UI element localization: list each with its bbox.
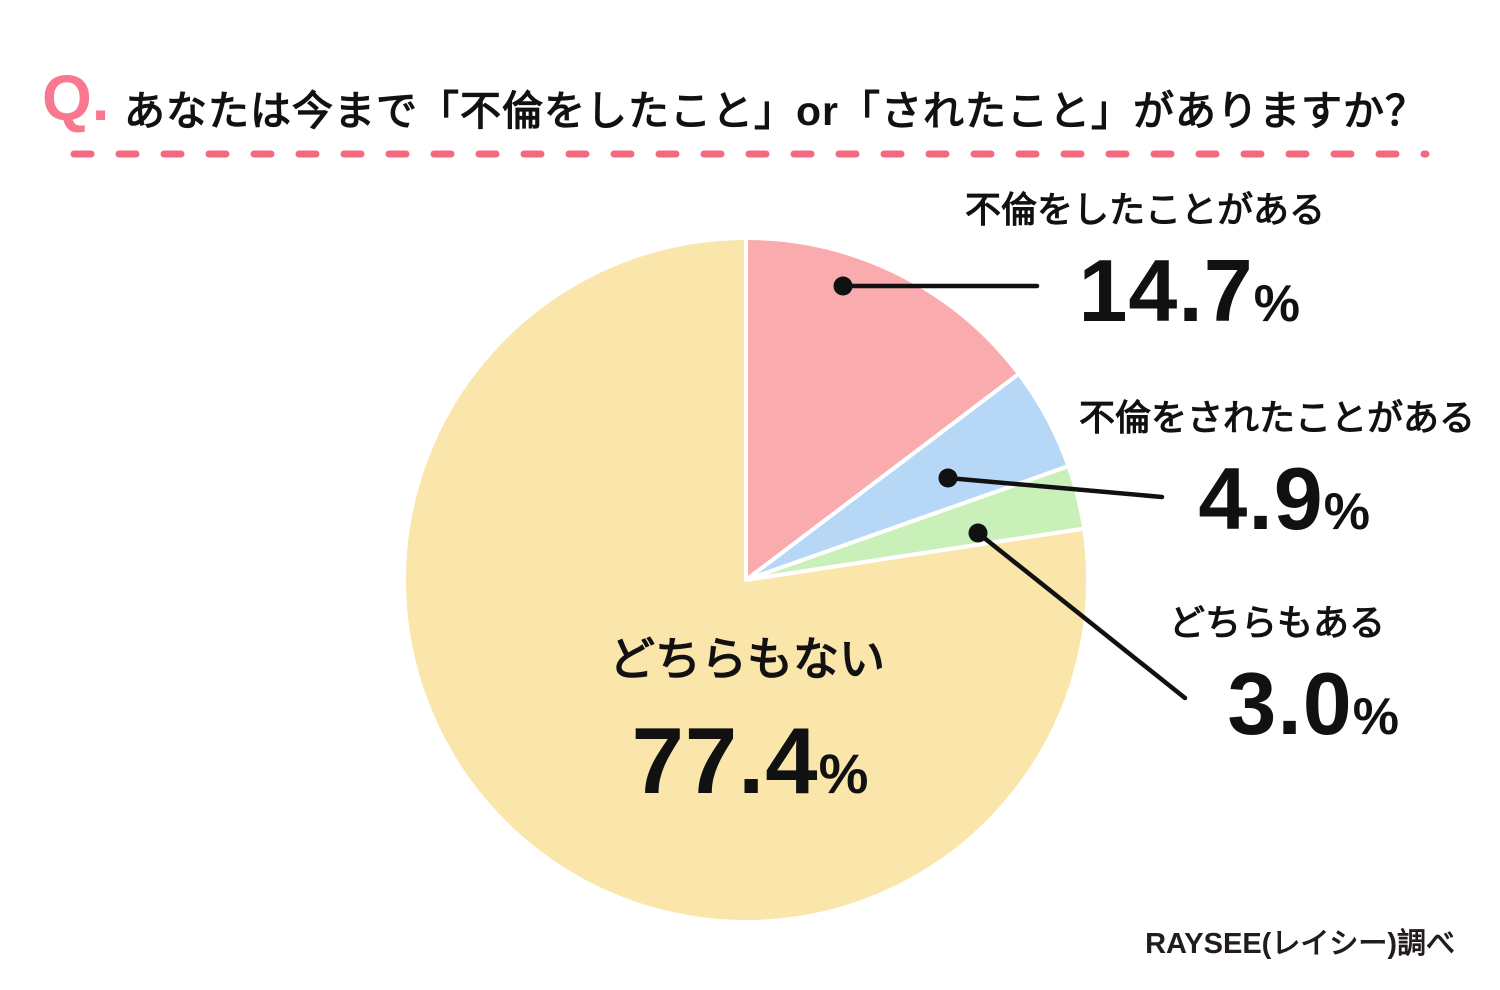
percent-sign: % bbox=[818, 742, 869, 805]
leader-dot-0 bbox=[833, 276, 853, 296]
callout-value-both: 3.0% bbox=[1227, 660, 1399, 748]
leader-line-1 bbox=[945, 475, 1165, 500]
callout-label-was-cheated: 不倫をされたことがある bbox=[1078, 397, 1475, 438]
question-mark-accent: Q. bbox=[42, 62, 110, 134]
callout-value-did-affair: 14.7% bbox=[1078, 247, 1300, 335]
callout-value-was-cheated: 4.9% bbox=[1198, 455, 1370, 543]
leader-dot-2 bbox=[968, 523, 988, 543]
callout-value-both-number: 3.0 bbox=[1227, 654, 1353, 753]
callout-value-was-cheated-number: 4.9 bbox=[1198, 449, 1324, 548]
pie-slice-0 bbox=[744, 236, 1021, 582]
leader-line-2 bbox=[975, 530, 1188, 701]
percent-sign: % bbox=[1352, 688, 1399, 746]
center-value-neither-number: 77.4 bbox=[631, 708, 819, 813]
source-credit: RAYSEE(レイシー)調べ bbox=[1145, 928, 1455, 960]
percent-sign: % bbox=[1253, 275, 1300, 333]
center-value-neither: 77.4% bbox=[632, 714, 869, 808]
leader-dot-1 bbox=[938, 468, 958, 488]
callout-value-did-affair-number: 14.7 bbox=[1078, 241, 1254, 340]
dashed-underline bbox=[70, 150, 1430, 158]
percent-sign: % bbox=[1323, 483, 1370, 541]
callout-label-did-affair: 不倫をしたことがある bbox=[964, 189, 1325, 230]
callout-label-both: どちらもある bbox=[1168, 602, 1385, 643]
center-label-neither: どちらもない bbox=[609, 633, 885, 685]
pie-slice-3 bbox=[402, 236, 1090, 924]
page-title: あなたは今まで「不倫をしたこと」or「されたこと」がありますか？ bbox=[124, 88, 1427, 134]
